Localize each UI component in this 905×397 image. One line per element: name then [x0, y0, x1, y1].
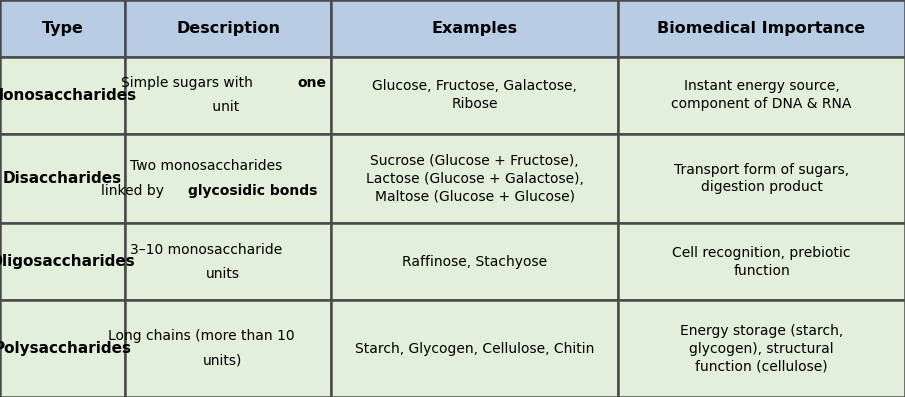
Bar: [0, 300, 125, 397]
Text: Polysaccharides: Polysaccharides: [0, 341, 131, 356]
Bar: [331, 300, 618, 397]
Bar: [125, 300, 331, 397]
Bar: [0, 134, 125, 224]
Bar: [331, 57, 618, 134]
Text: units: units: [206, 267, 240, 281]
Bar: [331, 0, 618, 57]
Bar: [125, 224, 331, 300]
Text: Description: Description: [176, 21, 280, 36]
Text: Transport form of sugars,
digestion product: Transport form of sugars, digestion prod…: [674, 163, 849, 195]
Bar: [618, 0, 905, 57]
Text: Starch, Glycogen, Cellulose, Chitin: Starch, Glycogen, Cellulose, Chitin: [355, 342, 595, 356]
Bar: [0, 224, 125, 300]
Text: Monosaccharides: Monosaccharides: [0, 88, 137, 103]
Text: Disaccharides: Disaccharides: [3, 171, 122, 186]
Bar: [618, 224, 905, 300]
Text: Instant energy source,
component of DNA & RNA: Instant energy source, component of DNA …: [672, 79, 852, 111]
Text: Oligosaccharides: Oligosaccharides: [0, 254, 136, 269]
Bar: [125, 0, 331, 57]
Text: Biomedical Importance: Biomedical Importance: [658, 21, 865, 36]
Bar: [618, 134, 905, 224]
Text: unit: unit: [208, 100, 239, 114]
Bar: [125, 134, 331, 224]
Text: Two monosaccharides: Two monosaccharides: [129, 159, 282, 173]
Text: Simple sugars with: Simple sugars with: [121, 76, 258, 90]
Bar: [331, 224, 618, 300]
Text: Long chains (more than 10: Long chains (more than 10: [108, 330, 294, 343]
Bar: [331, 134, 618, 224]
Text: Type: Type: [42, 21, 83, 36]
Text: Energy storage (starch,
glycogen), structural
function (cellulose): Energy storage (starch, glycogen), struc…: [680, 324, 843, 374]
Text: Raffinose, Stachyose: Raffinose, Stachyose: [402, 255, 548, 269]
Bar: [618, 300, 905, 397]
Text: Examples: Examples: [432, 21, 518, 36]
Bar: [0, 0, 125, 57]
Text: units): units): [203, 354, 242, 368]
Bar: [125, 57, 331, 134]
Text: Sucrose (Glucose + Fructose),
Lactose (Glucose + Galactose),
Maltose (Glucose + : Sucrose (Glucose + Fructose), Lactose (G…: [366, 154, 584, 203]
Text: Cell recognition, prebiotic
function: Cell recognition, prebiotic function: [672, 246, 851, 278]
Text: linked by: linked by: [101, 184, 168, 198]
Text: Glucose, Fructose, Galactose,
Ribose: Glucose, Fructose, Galactose, Ribose: [372, 79, 577, 111]
Text: 3–10 monosaccharide: 3–10 monosaccharide: [129, 243, 282, 257]
Text: glycosidic bonds: glycosidic bonds: [188, 184, 318, 198]
Bar: [0, 57, 125, 134]
Bar: [618, 57, 905, 134]
Text: one: one: [297, 76, 327, 90]
